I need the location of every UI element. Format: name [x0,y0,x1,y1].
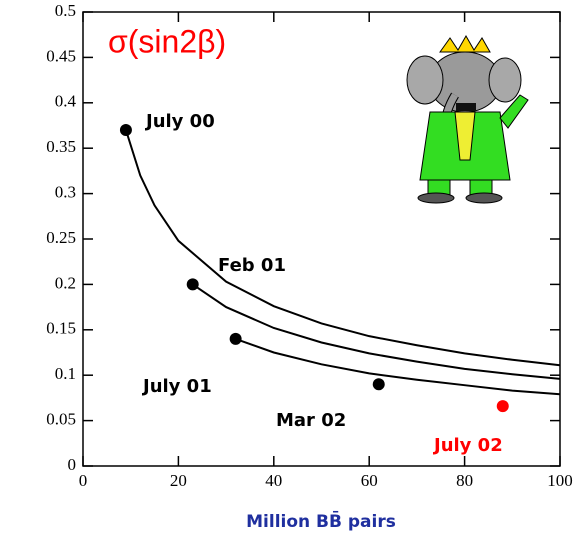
point [496,400,509,413]
point [186,278,199,291]
curve [124,129,561,367]
y-tick-label: 0.35 [46,137,76,156]
point [372,378,385,391]
y-tick-label: 0.15 [46,319,76,338]
annotation: Feb 01 [218,255,286,276]
y-tick-label: 0.25 [46,228,76,247]
annotation: July 02 [432,435,503,456]
y-tick-label: 0.4 [55,92,77,111]
y-tick-label: 0.05 [46,410,76,429]
x-axis-label: Million BB̄ pairs [246,510,396,532]
annotation: Mar 02 [276,410,346,431]
x-tick-label: 0 [79,471,88,490]
y-tick-label: 0.5 [55,1,76,20]
annotation: July 01 [141,376,212,397]
annotation: July 00 [144,111,215,132]
y-tick-label: 0.2 [55,273,76,292]
curve [235,337,561,396]
x-tick-label: 80 [456,471,473,490]
chart-title: σ(sin2β) [108,23,226,59]
x-tick-label: 100 [547,471,573,490]
y-tick-label: 0.3 [55,183,76,202]
point [119,124,132,137]
curve [192,283,561,380]
elephant-illustration [406,34,529,204]
y-tick-label: 0.45 [46,46,76,65]
y-tick-label: 0 [68,455,77,474]
x-tick-label: 40 [265,471,282,490]
y-tick-label: 0.1 [55,364,76,383]
point [229,332,242,345]
x-tick-label: 60 [361,471,378,490]
x-tick-label: 20 [170,471,187,490]
